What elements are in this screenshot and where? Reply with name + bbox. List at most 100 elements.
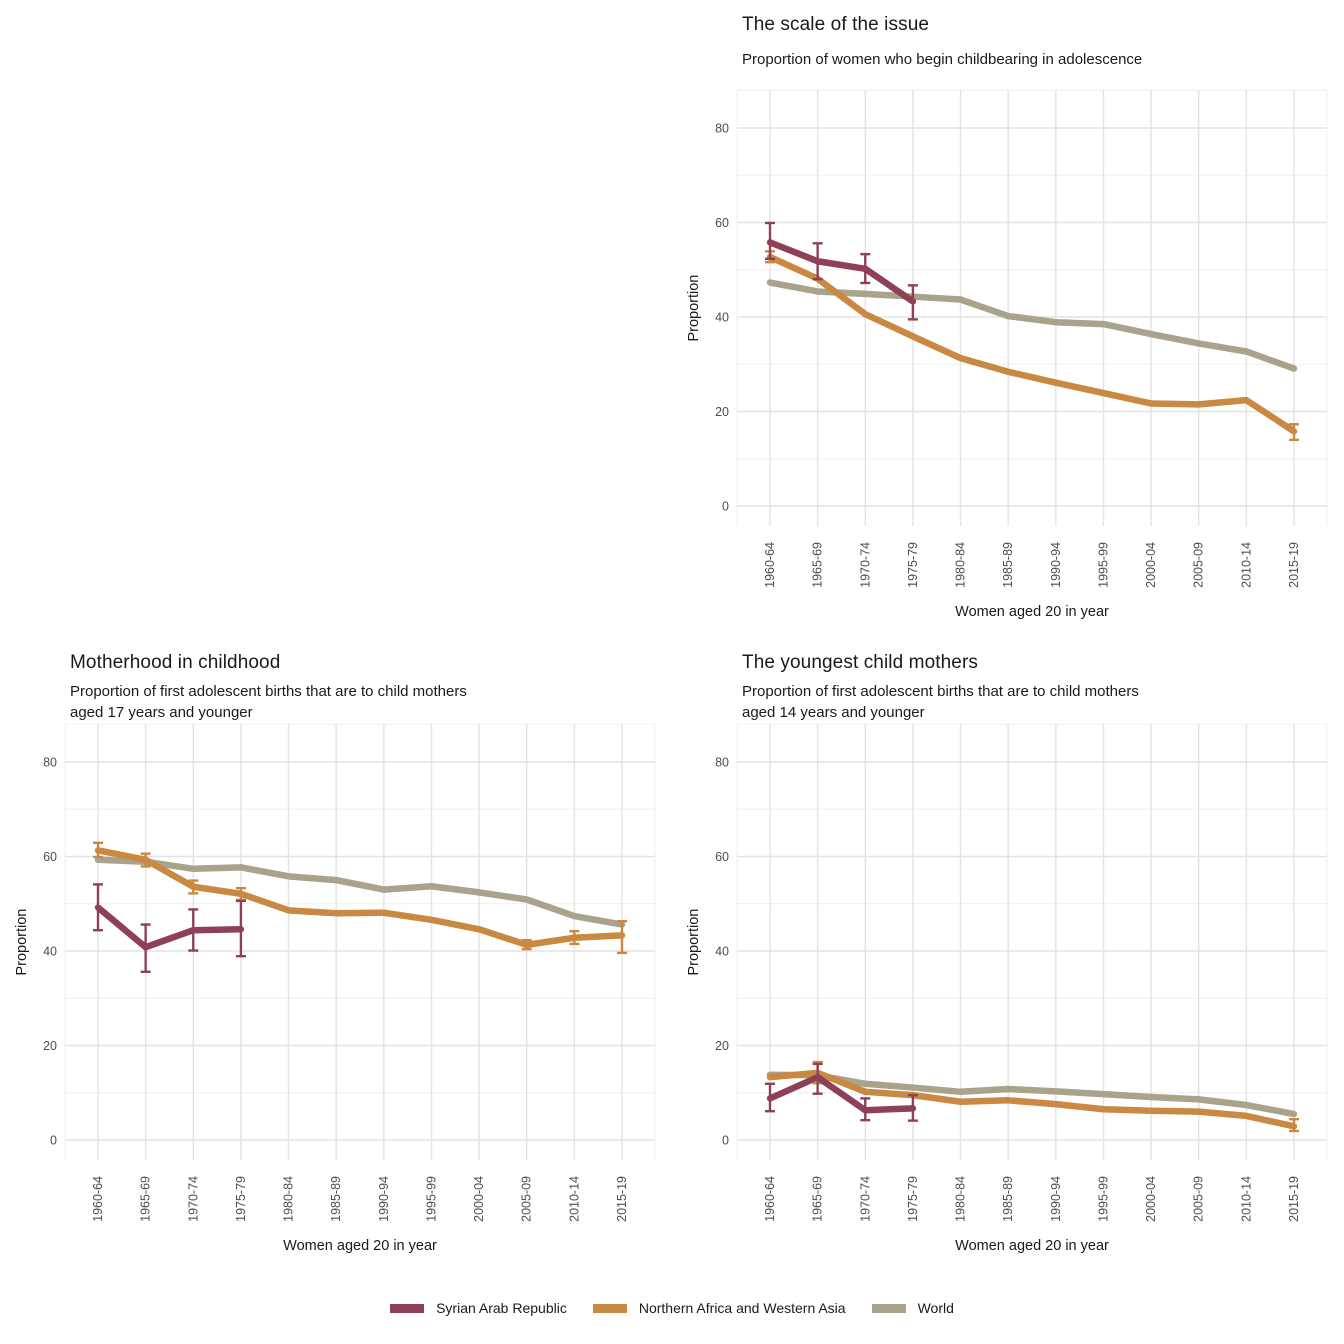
x-tick-label: 1980-84: [954, 542, 968, 588]
data-point-nawa: [618, 932, 626, 939]
chart-subtitle: Proportion of first adolescent births th…: [742, 683, 1139, 721]
x-axis-title: Women aged 20 in year: [955, 1238, 1109, 1254]
y-axis-title: Proportion: [686, 275, 702, 342]
data-point-world: [190, 865, 197, 872]
gridlines: [736, 723, 1328, 1160]
data-point-world: [957, 1088, 964, 1096]
data-point-nawa: [380, 909, 388, 916]
x-tick-label: 1975-79: [906, 542, 920, 588]
x-tick-label: 2010-14: [1239, 1176, 1253, 1222]
x-tick-label: 1960-64: [763, 542, 777, 588]
data-point-world: [1290, 365, 1298, 372]
x-tick-label: 1960-64: [91, 1176, 105, 1222]
x-tick-label: 2000-04: [472, 1176, 486, 1222]
data-point-nawa: [94, 847, 102, 854]
data-point-nawa: [1147, 400, 1155, 407]
data-point-syria: [190, 927, 197, 934]
x-tick-label: 1985-89: [1001, 1176, 1015, 1222]
data-point-world: [1004, 1085, 1012, 1093]
x-tick-label: 1995-99: [424, 1176, 438, 1222]
series-nawa: [765, 250, 1299, 442]
data-point-nawa: [1243, 396, 1250, 404]
series-line-world: [769, 279, 1296, 372]
y-tick-label: 20: [715, 405, 729, 419]
x-tick-label: 2000-04: [1144, 542, 1158, 588]
series-nawa: [93, 841, 627, 955]
chart-subtitle: Proportion of first adolescent births th…: [70, 683, 467, 721]
data-point-nawa: [190, 883, 197, 890]
data-point-syria: [814, 1073, 821, 1081]
plot-the-scale-of-the-issue: 0 20 40 60 80 1960-64 1965-69 1970-74 1975-79 198…: [686, 89, 1328, 620]
y-tick-label: 40: [715, 311, 729, 325]
data-point-world: [1195, 340, 1202, 347]
y-axis-labels: 0 20 40 60 80: [715, 756, 729, 1148]
x-tick-label: 1980-84: [954, 1176, 968, 1222]
x-tick-label: 1995-99: [1096, 542, 1110, 588]
chart-title: The scale of the issue: [742, 14, 930, 35]
data-point-nawa: [957, 1098, 964, 1105]
series-line-nawa: [97, 847, 623, 949]
series-syria: [765, 1062, 918, 1122]
data-point-nawa: [1290, 1123, 1298, 1130]
y-tick-label: 20: [43, 1039, 57, 1053]
y-tick-label: 60: [43, 850, 57, 864]
legend-label: World: [917, 1300, 954, 1316]
series-syria: [93, 883, 246, 973]
data-point-world: [1100, 320, 1107, 328]
x-tick-label: 1980-84: [282, 1176, 296, 1222]
data-point-world: [1147, 330, 1155, 338]
data-point-world: [1052, 318, 1060, 326]
data-point-nawa: [1243, 1112, 1250, 1120]
gridlines: [64, 723, 656, 1160]
series-line-syria: [95, 905, 241, 951]
data-point-syria: [766, 1095, 774, 1102]
series-syria: [765, 221, 918, 321]
y-tick-label: 40: [715, 945, 729, 959]
data-point-nawa: [428, 916, 435, 924]
data-point-world: [1052, 1088, 1060, 1095]
x-axis-labels: 1960-64 1965-69 1970-74 1975-79 1980-84 1985-…: [91, 1176, 629, 1222]
x-tick-label: 1985-89: [329, 1176, 343, 1222]
y-tick-label: 60: [715, 850, 729, 864]
x-axis-title: Women aged 20 in year: [955, 604, 1109, 620]
data-point-nawa: [1195, 401, 1202, 408]
x-tick-label: 1965-69: [811, 542, 825, 588]
x-tick-label: 1970-74: [858, 1176, 872, 1222]
y-tick-label: 80: [43, 756, 57, 770]
y-tick-label: 80: [715, 756, 729, 770]
y-axis-title: Proportion: [14, 909, 30, 976]
x-axis-title: Women aged 20 in year: [283, 1238, 437, 1254]
x-tick-label: 2015-19: [1287, 1176, 1301, 1222]
chart-the-scale-of-the-issue: 0 20 40 60 80 1960-64 1965-69 1970-74 1975-79 198…: [672, 0, 1344, 645]
x-tick-label: 1990-94: [377, 1176, 391, 1222]
series-line-world: [769, 1071, 1295, 1118]
x-tick-label: 2000-04: [1144, 1176, 1158, 1222]
x-tick-label: 1990-94: [1049, 542, 1063, 588]
legend-swatch-world: [871, 1303, 906, 1313]
series-world: [766, 279, 1298, 372]
data-point-world: [1100, 1090, 1107, 1098]
data-point-nawa: [142, 856, 149, 864]
data-point-world: [1147, 1093, 1155, 1101]
series-line-world: [97, 856, 623, 928]
y-tick-label: 60: [715, 216, 729, 230]
data-point-world: [1195, 1096, 1202, 1103]
chart-motherhood-in-childhood: 0 20 40 60 80 1960-64 1965-69 1970-74 1975-79 198…: [0, 645, 672, 1290]
data-point-world: [285, 873, 292, 880]
data-point-world: [428, 883, 435, 890]
x-tick-label: 1995-99: [1096, 1176, 1110, 1222]
data-point-syria: [814, 258, 821, 265]
series-line-syria: [768, 239, 915, 305]
data-point-world: [1243, 348, 1250, 355]
plot-the-youngest-child-mothers: 0 20 40 60 80 1960-64 1965-69 1970-74 1975-79 198…: [686, 723, 1328, 1254]
chart-subtitle: Proportion of women who begin childbeari…: [742, 51, 1143, 68]
y-axis-labels: 0 20 40 60 80: [715, 122, 729, 514]
data-point-nawa: [285, 907, 292, 914]
data-point-syria: [909, 1105, 917, 1112]
data-point-syria: [909, 298, 917, 305]
data-point-nawa: [237, 890, 245, 898]
data-point-nawa: [332, 910, 340, 917]
x-tick-label: 1975-79: [906, 1176, 920, 1222]
chart-title: The youngest child mothers: [742, 652, 978, 673]
